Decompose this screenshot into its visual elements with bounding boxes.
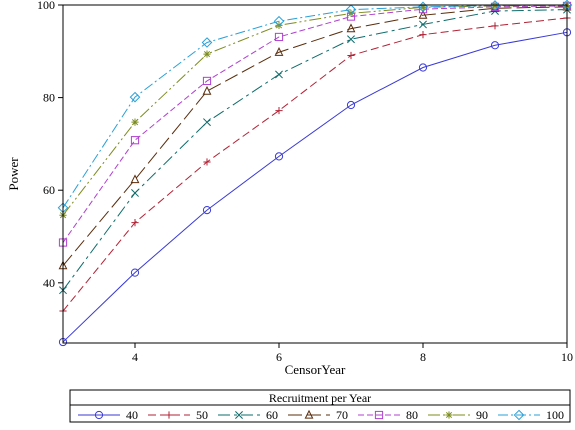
data-point-50	[491, 22, 499, 30]
legend-item-80: 80	[358, 408, 418, 422]
x-tick-label: 8	[420, 350, 426, 364]
legend-label: 50	[196, 408, 208, 422]
data-point-100	[129, 91, 141, 103]
series-40	[58, 28, 572, 347]
data-point-90	[131, 118, 139, 126]
legend-swatch-marker	[304, 409, 314, 419]
data-point-80	[130, 136, 140, 145]
data-point-60	[419, 20, 427, 29]
x-tick-label: 6	[276, 350, 282, 364]
series-80	[58, 1, 572, 247]
series-line-70	[62, 6, 568, 266]
data-point-100	[273, 15, 285, 27]
data-point-40	[418, 63, 428, 72]
data-point-60	[203, 118, 211, 127]
data-point-80	[274, 32, 284, 42]
series-100	[57, 0, 573, 214]
data-point-80	[202, 76, 212, 86]
legend-swatch-marker	[235, 411, 243, 419]
data-point-90	[491, 2, 499, 10]
data-point-50	[203, 158, 211, 166]
data-point-70	[346, 23, 356, 33]
data-point-100	[345, 4, 357, 15]
legend-item-60: 60	[218, 408, 278, 422]
data-point-100	[489, 0, 501, 11]
legend-label: 60	[266, 408, 278, 422]
legend-swatch-marker	[374, 410, 384, 420]
legend-swatch-marker	[165, 411, 173, 419]
legend-item-70: 70	[288, 408, 348, 422]
data-point-40	[202, 206, 212, 215]
data-point-90	[203, 50, 211, 58]
legend-label: 80	[406, 408, 418, 422]
legend-swatch-marker	[513, 409, 525, 421]
data-point-70	[418, 9, 428, 19]
legend-item-100: 100	[498, 408, 564, 422]
data-point-70	[130, 174, 140, 184]
legend-swatch-marker	[445, 411, 453, 419]
legend-item-50: 50	[148, 408, 208, 422]
data-point-60	[131, 189, 139, 197]
legend-label: 40	[126, 408, 138, 422]
series-line-40	[62, 31, 568, 343]
series-line-80	[62, 5, 568, 243]
y-axis-title: Power	[6, 157, 21, 191]
data-point-50	[275, 106, 283, 115]
y-tick-label: 60	[43, 183, 55, 197]
series-70	[58, 1, 572, 270]
data-point-40	[490, 41, 500, 50]
series-line-90	[62, 4, 568, 216]
data-point-70	[274, 47, 284, 56]
legend-item-90: 90	[428, 408, 488, 422]
x-tick-label: 4	[132, 350, 138, 364]
legend-title: Recruitment per Year	[269, 391, 371, 405]
y-tick-label: 80	[43, 91, 55, 105]
data-point-40	[274, 152, 284, 161]
data-point-40	[346, 100, 356, 110]
data-point-60	[275, 70, 283, 79]
data-point-50	[347, 51, 355, 60]
data-point-50	[419, 31, 427, 39]
legend-label: 90	[476, 408, 488, 422]
data-point-50	[131, 219, 139, 227]
legend-swatch-marker	[94, 410, 104, 420]
data-point-40	[130, 268, 140, 277]
data-point-100	[201, 37, 213, 48]
data-point-70	[202, 85, 212, 95]
series-line-50	[62, 17, 568, 312]
series-90	[59, 1, 571, 219]
series-60	[59, 5, 571, 295]
legend-box	[69, 389, 571, 423]
data-point-90	[347, 9, 355, 17]
y-tick-label: 100	[37, 0, 55, 12]
series-line-100	[62, 4, 568, 209]
legend-label: 70	[336, 408, 348, 422]
x-tick-label: 10	[561, 350, 573, 364]
x-axis-title: CensorYear	[285, 362, 346, 377]
legend-item-40: 40	[78, 408, 138, 422]
data-point-60	[347, 35, 355, 44]
y-tick-label: 40	[43, 276, 55, 290]
plot-frame	[62, 4, 568, 344]
legend-label: 100	[546, 408, 564, 422]
data-point-90	[419, 3, 427, 11]
series-line-60	[62, 9, 568, 291]
